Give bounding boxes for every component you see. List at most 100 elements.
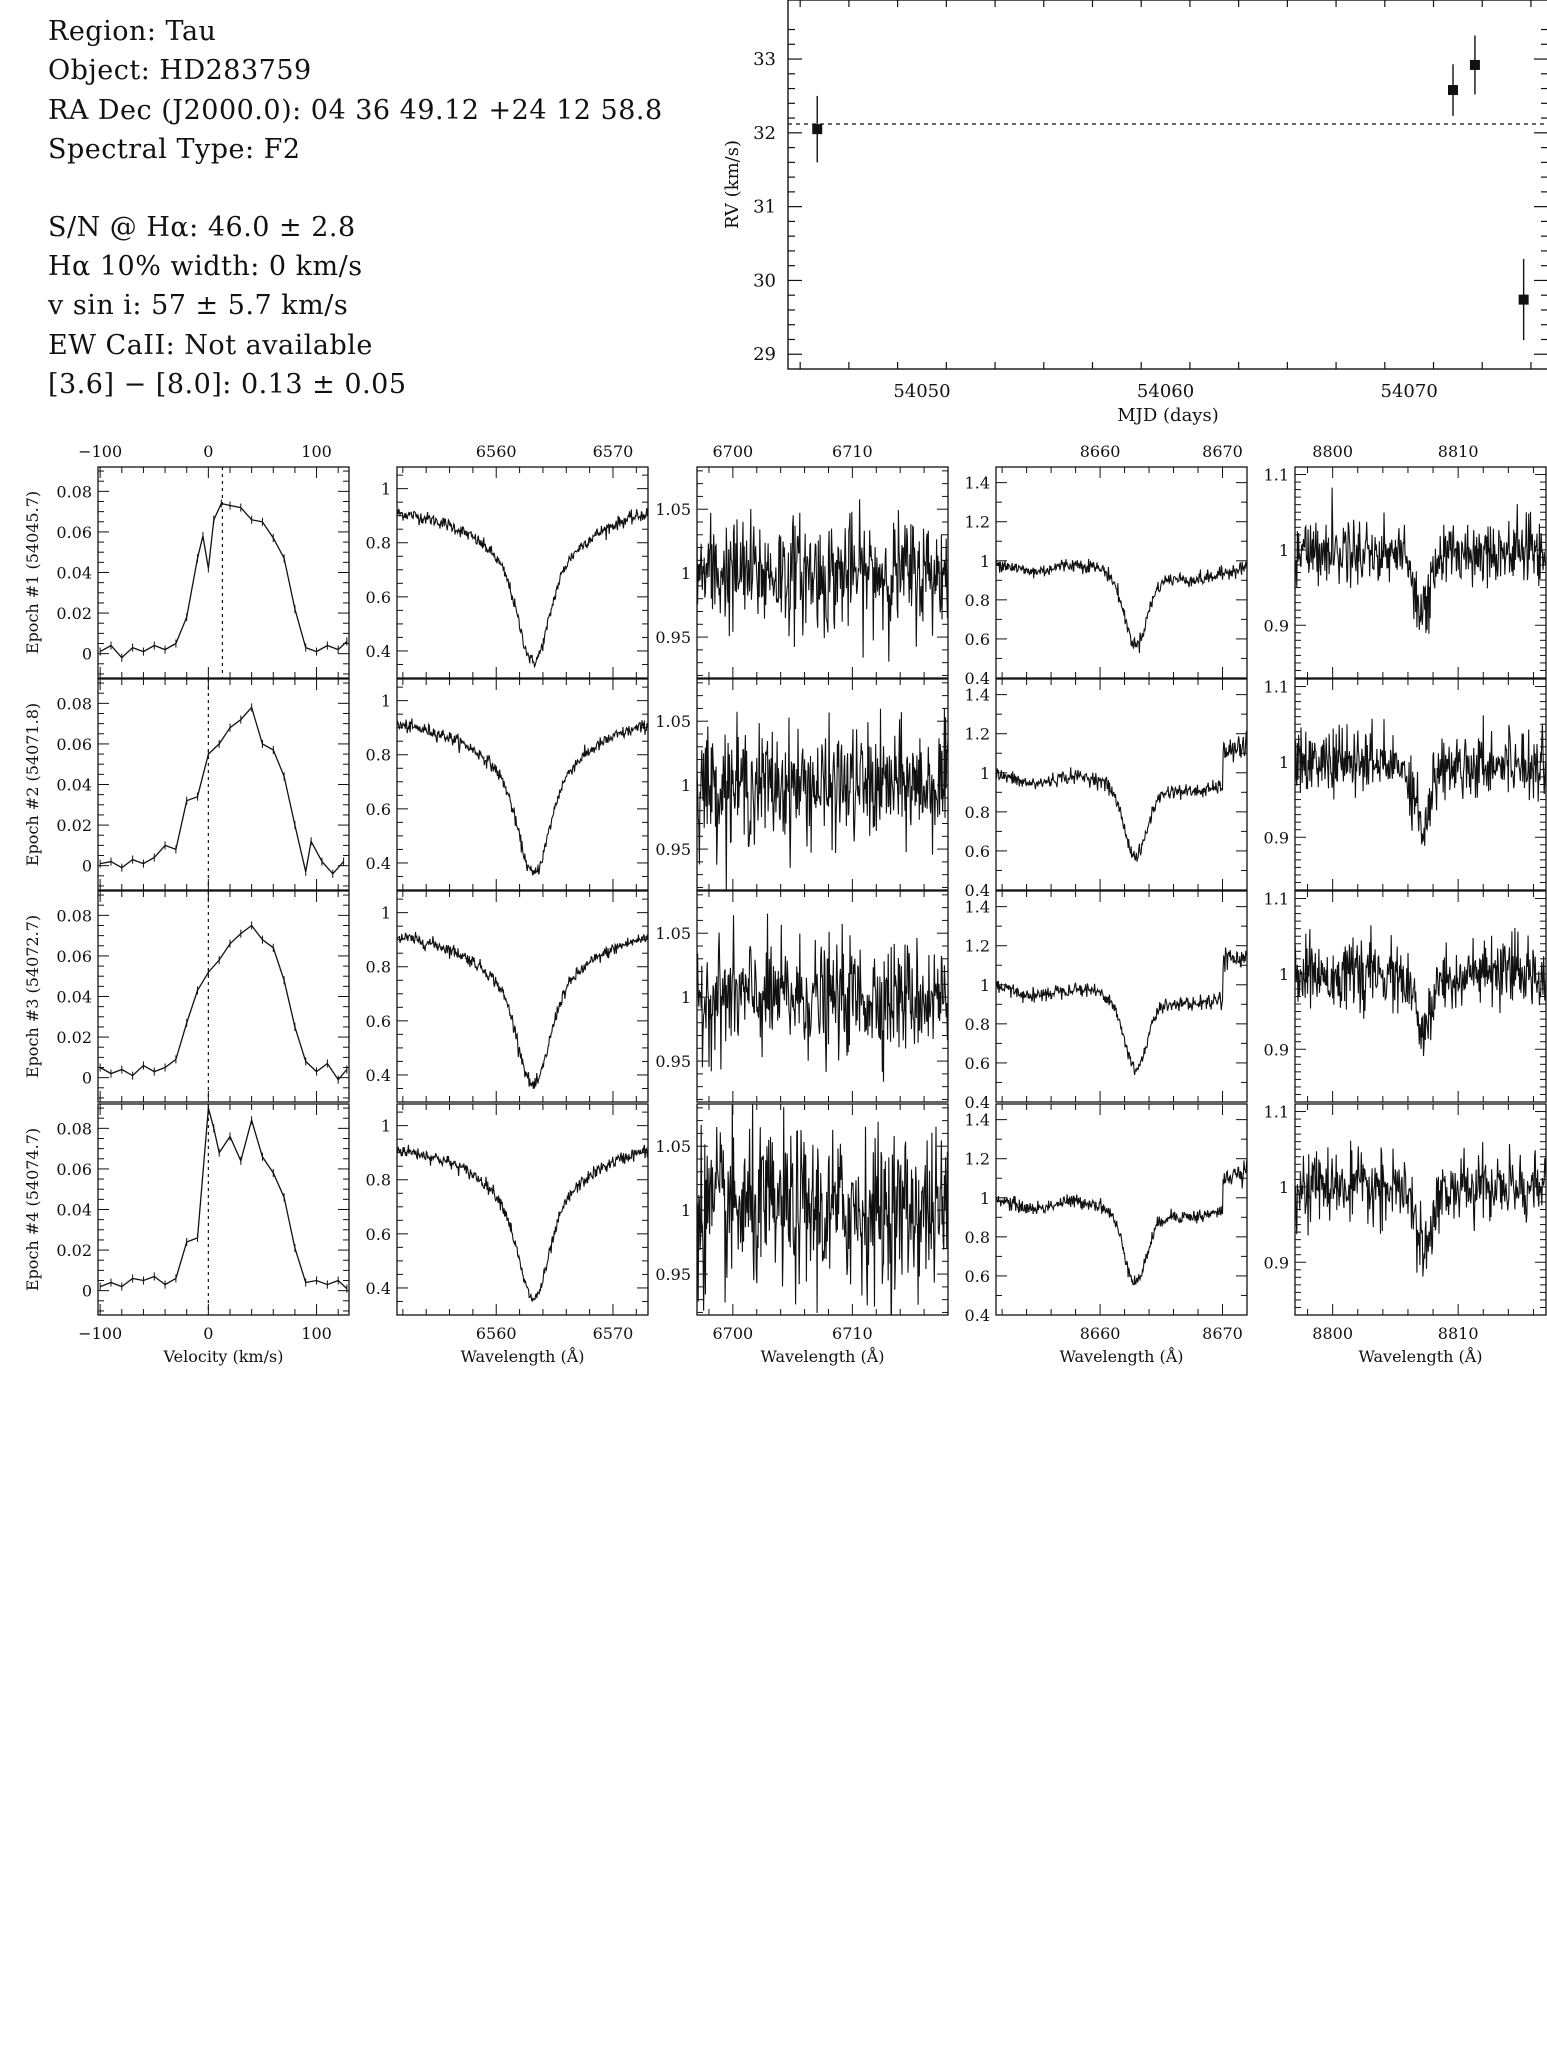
rv-panel [787, 0, 1547, 370]
bottom-xtick-label: 6700 [712, 1324, 753, 1343]
rv-point [1518, 294, 1529, 305]
panel-blend-epoch-2 [1294, 678, 1547, 891]
epoch-label: Epoch #2 (54071.8) [23, 703, 42, 866]
ytick-label: 0.6 [965, 842, 990, 861]
top-xtick-label: 8800 [1312, 442, 1353, 461]
ytick-label: 1.1 [1264, 466, 1289, 485]
ytick-label: 0.6 [965, 1267, 990, 1286]
ytick-label: 1.4 [965, 474, 990, 493]
bisector-trace [99, 502, 348, 659]
panel-bisector-epoch-1 [97, 466, 350, 679]
bottom-xtick-label: −100 [78, 1324, 122, 1343]
top-xtick-label: 6710 [832, 442, 873, 461]
bottom-xtick-label: 6710 [832, 1324, 873, 1343]
panel-halpha-epoch-1 [396, 466, 649, 679]
ytick-label: 0.8 [366, 746, 391, 765]
ytick-label: 1 [681, 776, 691, 795]
ytick-label: 1 [1279, 1178, 1289, 1197]
caii-trace [996, 558, 1247, 654]
ytick-label: 0.4 [965, 1093, 990, 1112]
ytick-label: 1 [681, 988, 691, 1007]
panel-blend-epoch-4 [1294, 1103, 1547, 1316]
ytick-label: 1.2 [965, 1150, 990, 1169]
rv-xlabel: MJD (days) [1117, 405, 1219, 426]
ytick-label: 1 [980, 1189, 990, 1208]
panel-frame [1294, 890, 1547, 1103]
panel-frame [1294, 1103, 1547, 1316]
halpha-trace [397, 932, 648, 1089]
ytick-label: 0.95 [655, 628, 691, 647]
top-xtick-label: −100 [78, 442, 122, 461]
ytick-label: 1.4 [965, 1111, 990, 1130]
ytick-label: 1.05 [655, 712, 691, 731]
bisector-trace [100, 706, 345, 875]
object-text: Object: HD283759 [48, 55, 312, 87]
panel-bisector-epoch-4 [97, 1103, 350, 1316]
bisector-trace [99, 1107, 348, 1290]
panel-frame [696, 1103, 949, 1316]
ytick-label: 1.4 [965, 686, 990, 705]
panel-caii-epoch-4 [995, 1103, 1248, 1316]
top-xtick-label: 6700 [712, 442, 753, 461]
irac-color-text: [3.6] − [8.0]: 0.13 ± 0.05 [48, 369, 407, 401]
ytick-label: 0.9 [1264, 1040, 1289, 1059]
ytick-label: 1 [381, 1117, 391, 1136]
rv-ytick-label: 31 [753, 197, 776, 218]
epoch-label: Epoch #3 (54072.7) [23, 915, 42, 1078]
ytick-label: 0.4 [965, 1306, 990, 1325]
panel-caii-epoch-1 [995, 466, 1248, 679]
ytick-label: 0.06 [56, 735, 92, 754]
ytick-label: 1 [980, 976, 990, 995]
ytick-label: 0.06 [56, 523, 92, 542]
ytick-label: 0.02 [56, 1028, 92, 1047]
rv-xtick-label: 54060 [1137, 381, 1194, 402]
ytick-label: 0.4 [366, 854, 391, 873]
ytick-label: 0.8 [965, 1015, 990, 1034]
bottom-xtick-label: 8660 [1080, 1324, 1121, 1343]
ytick-label: 0.8 [965, 1228, 990, 1247]
rv-frame [787, 0, 1547, 370]
caii-trace [996, 947, 1247, 1075]
panel-caii-epoch-3 [995, 890, 1248, 1103]
panel-bisector-epoch-3 [97, 890, 350, 1103]
li-trace [697, 913, 948, 1082]
top-xtick-label: 8670 [1202, 442, 1243, 461]
panel-frame [97, 890, 350, 1103]
ytick-label: 0.4 [366, 1066, 391, 1085]
halpha-trace [397, 1144, 648, 1303]
ytick-label: 1 [1279, 753, 1289, 772]
blend-xlabel: Wavelength (Å) [1358, 1346, 1482, 1366]
ytick-label: 0 [82, 1282, 92, 1301]
ytick-label: 1 [980, 552, 990, 571]
ytick-label: 0.8 [366, 534, 391, 553]
blend-trace [1295, 1140, 1546, 1277]
rv-ytick-label: 32 [753, 123, 776, 144]
ytick-label: 1.05 [655, 924, 691, 943]
ytick-label: 1 [381, 904, 391, 923]
panel-li-epoch-3 [696, 890, 949, 1103]
panel-li-epoch-1 [696, 466, 949, 679]
region-text: Region: Tau [48, 16, 217, 47]
bisector-xlabel: Velocity (km/s) [163, 1347, 284, 1366]
rv-point [1448, 85, 1458, 96]
ytick-label: 0.95 [655, 1052, 691, 1071]
ytick-label: 0.02 [56, 816, 92, 835]
panel-frame [396, 678, 649, 891]
ytick-label: 1 [980, 764, 990, 783]
ytick-label: 1.2 [965, 725, 990, 744]
ytick-label: 0.02 [56, 604, 92, 623]
blend-trace [1295, 925, 1546, 1057]
ytick-label: 1 [681, 564, 691, 583]
ytick-label: 1.05 [655, 500, 691, 519]
bottom-xtick-label: 8810 [1438, 1324, 1479, 1343]
sptype-text: Spectral Type: F2 [48, 134, 301, 166]
rv-ylabel: RV (km/s) [722, 140, 743, 229]
panel-frame [396, 890, 649, 1103]
ytick-label: 0.04 [56, 564, 92, 583]
rv-ytick-label: 29 [753, 344, 776, 365]
ytick-label: 0 [82, 1069, 92, 1088]
li-xlabel: Wavelength (Å) [760, 1346, 884, 1366]
ytick-label: 0.08 [56, 482, 92, 501]
epoch-label: Epoch #1 (54045.7) [23, 491, 42, 654]
